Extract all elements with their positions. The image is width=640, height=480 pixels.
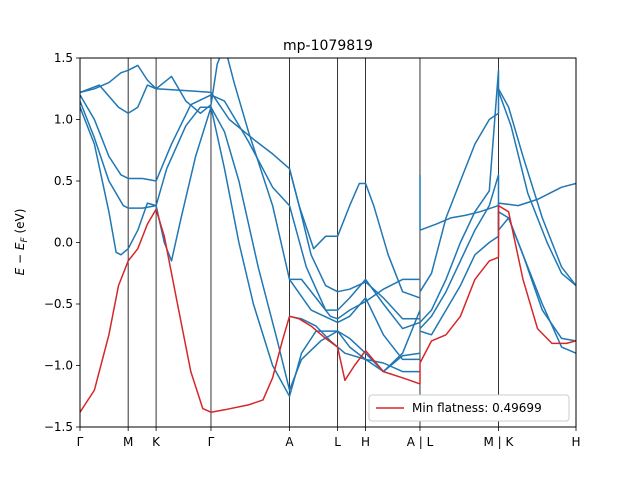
band-line: [289, 278, 420, 320]
band-line: [419, 174, 576, 231]
band-line: [419, 174, 576, 342]
band-line: [289, 315, 420, 373]
kpoint-divider-lines: [127, 58, 499, 427]
y-tick-label: 1.5: [54, 51, 73, 65]
y-tick-label: 0.5: [54, 174, 73, 188]
band-line: [80, 100, 421, 391]
plot-frame: [79, 57, 577, 428]
band-line: [80, 58, 420, 361]
x-axis: Γ M K Γ A L H A | L M | K H: [77, 427, 581, 449]
min-flatness-band-line: [80, 204, 576, 413]
y-tick-label: 0.0: [54, 236, 73, 250]
y-axis: −1.5 −1.0 −0.5 0.0 0.5 1.0 1.5: [44, 51, 80, 434]
band-line: [80, 94, 421, 330]
x-tick-label: Γ: [208, 435, 215, 449]
y-tick-label: −1.5: [44, 420, 73, 434]
band-line: [80, 106, 421, 398]
band-lines: [80, 58, 576, 413]
x-tick-label: K: [152, 435, 161, 449]
y-axis-label-sub: F: [20, 237, 30, 243]
x-tick-label: H: [571, 435, 580, 449]
x-tick-label: M | K: [484, 435, 515, 449]
y-tick-label: −0.5: [44, 297, 73, 311]
legend-box: [368, 394, 570, 422]
y-tick-label: 1.0: [54, 113, 73, 127]
x-tick-label: H: [361, 435, 370, 449]
band-line: [419, 69, 576, 323]
x-tick-label: M: [123, 435, 133, 449]
y-axis-label-unit: (eV): [13, 209, 27, 238]
x-tick-label: L: [334, 435, 341, 449]
x-tick-label: A: [285, 435, 294, 449]
band-line: [419, 88, 576, 293]
x-tick-label: Γ: [77, 435, 84, 449]
x-tick-label: A | L: [407, 435, 434, 449]
y-axis-label-main: E − E: [13, 242, 27, 275]
band-line: [288, 168, 421, 299]
legend: Min flatness: 0.49699: [368, 394, 570, 422]
plot-area: [79, 57, 577, 428]
y-tick-label: −1.0: [44, 359, 73, 373]
legend-label: Min flatness: 0.49699: [412, 401, 542, 415]
y-axis-label: E − EF (eV): [13, 209, 30, 276]
chart-title: mp-1079819: [283, 38, 373, 54]
